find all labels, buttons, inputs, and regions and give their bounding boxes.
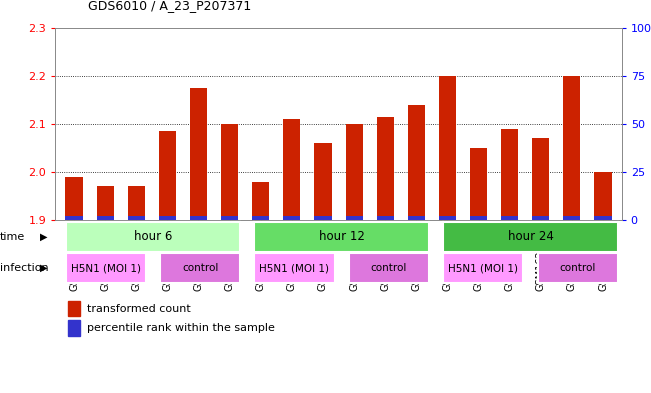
Text: H5N1 (MOI 1): H5N1 (MOI 1) [71, 263, 141, 273]
Text: control: control [370, 263, 407, 273]
Bar [128, 216, 145, 220]
Bar [252, 216, 270, 220]
Bar [470, 216, 487, 220]
Bar [66, 177, 83, 220]
Bar [221, 216, 238, 220]
Bar [66, 216, 83, 220]
Text: hour 24: hour 24 [508, 230, 553, 243]
Bar [346, 216, 363, 220]
Text: H5N1 (MOI 1): H5N1 (MOI 1) [449, 263, 518, 273]
Bar [314, 216, 331, 220]
Bar [470, 148, 487, 220]
Bar [96, 186, 114, 220]
Bar [159, 216, 176, 220]
Bar [96, 216, 114, 220]
Bar [563, 75, 581, 220]
Bar [439, 216, 456, 220]
Text: hour 12: hour 12 [319, 230, 365, 243]
Bar [314, 143, 331, 220]
Bar [594, 172, 611, 220]
Bar [408, 105, 425, 220]
Text: GDS6010 / A_23_P207371: GDS6010 / A_23_P207371 [88, 0, 251, 12]
Bar [252, 182, 270, 220]
Bar [128, 186, 145, 220]
Text: control: control [559, 263, 596, 273]
Text: ▶: ▶ [40, 263, 48, 273]
Text: infection: infection [0, 263, 49, 273]
Bar [501, 129, 518, 220]
Text: percentile rank within the sample: percentile rank within the sample [87, 323, 275, 333]
Bar [190, 216, 207, 220]
Text: transformed count: transformed count [87, 303, 190, 314]
Bar [346, 124, 363, 220]
Text: control: control [182, 263, 218, 273]
Bar [533, 216, 549, 220]
Text: hour 6: hour 6 [133, 230, 172, 243]
Bar [377, 117, 394, 220]
Text: H5N1 (MOI 1): H5N1 (MOI 1) [260, 263, 329, 273]
Bar [190, 88, 207, 220]
Bar [533, 138, 549, 220]
Bar [283, 216, 300, 220]
Bar [501, 216, 518, 220]
Text: ▶: ▶ [40, 232, 48, 242]
Bar [563, 216, 581, 220]
Bar [408, 216, 425, 220]
Bar [221, 124, 238, 220]
Bar [283, 119, 300, 220]
Bar [594, 216, 611, 220]
Text: time: time [0, 232, 25, 242]
Bar [159, 131, 176, 220]
Bar [439, 75, 456, 220]
Bar [377, 216, 394, 220]
